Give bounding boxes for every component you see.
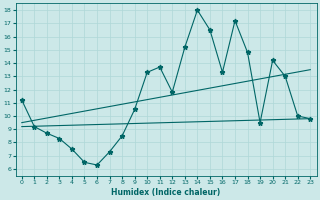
X-axis label: Humidex (Indice chaleur): Humidex (Indice chaleur) xyxy=(111,188,221,197)
